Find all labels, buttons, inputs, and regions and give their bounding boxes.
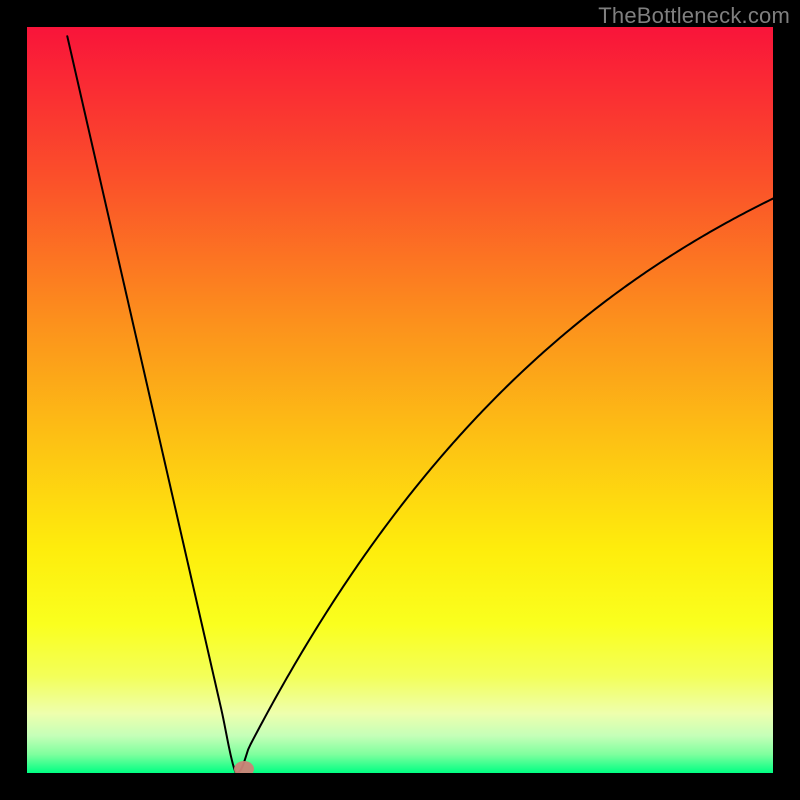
plot-area (27, 27, 773, 773)
watermark-text: TheBottleneck.com (598, 3, 790, 29)
bottleneck-curve (27, 27, 773, 773)
optimum-marker (234, 761, 254, 773)
